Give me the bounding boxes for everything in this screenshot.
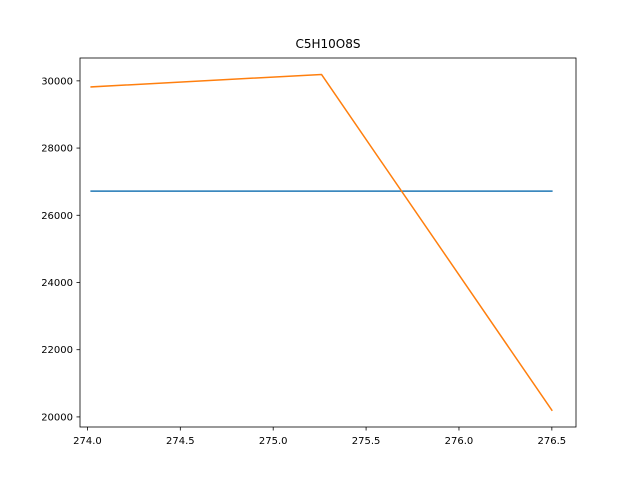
x-tick-label: 276.5 xyxy=(538,436,567,447)
y-tick-label: 20000 xyxy=(41,412,73,423)
x-tick-label: 274.5 xyxy=(166,436,195,447)
y-tick-label: 24000 xyxy=(41,278,73,289)
x-tick-label: 274.0 xyxy=(73,436,102,447)
y-tick-label: 30000 xyxy=(41,76,73,87)
series-line-2 xyxy=(90,73,553,412)
x-tick-label: 275.5 xyxy=(352,436,381,447)
y-tick-label: 22000 xyxy=(41,345,73,356)
y-tick-label: 26000 xyxy=(41,211,73,222)
plot-series xyxy=(90,73,553,412)
x-tick-label: 275.0 xyxy=(259,436,288,447)
x-tick-label: 276.0 xyxy=(445,436,474,447)
chart-title: C5H10O8S xyxy=(295,37,360,51)
x-axis: 274.0 274.5 275.0 275.5 276.0 276.5 xyxy=(73,427,566,447)
y-tick-label: 28000 xyxy=(41,144,73,155)
y-axis: 20000 22000 24000 26000 28000 30000 xyxy=(41,76,80,423)
plot-frame xyxy=(79,57,577,428)
